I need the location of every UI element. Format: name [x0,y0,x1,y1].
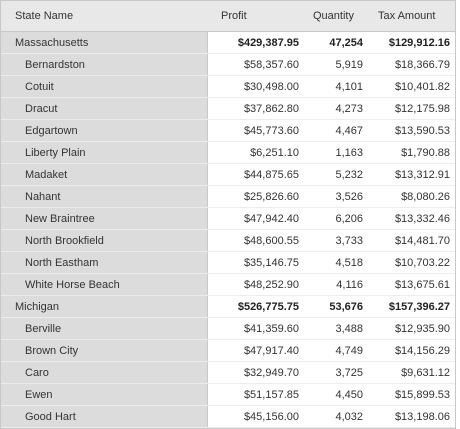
state-name-cell: Dracut [1,98,208,119]
data-row: Dracut $37,862.80 4,273 $12,175.98 [1,98,455,120]
data-row: Ewen $51,157.85 4,450 $15,899.53 [1,384,455,406]
tax-amount-cell: $14,481.70 [394,234,450,247]
profit-cell: $429,387.95 [237,36,299,49]
tax-amount-cell: $13,590.53 [394,124,450,137]
state-name-cell: Massachusetts [1,32,208,53]
group-row: Massachusetts $429,387.95 47,254 $129,912.1… [1,32,455,54]
quantity-cell: 4,101 [335,80,363,93]
header-row: State Name Profit Quantity Tax Amount [1,1,455,32]
quantity-cell: 3,488 [335,322,363,335]
state-name-cell: Berville [1,318,208,339]
tax-amount-cell: $15,899.53 [394,388,450,401]
profit-cell: $47,942.40 [243,212,299,225]
state-name-cell: North Brookfield [1,230,208,251]
profit-cell: $6,251.10 [250,146,299,159]
profit-cell: $48,600.55 [243,234,299,247]
tax-amount-cell: $12,175.98 [394,102,450,115]
data-row: Brown City $47,917.40 4,749 $14,156.29 [1,340,455,362]
tax-amount-cell: $10,703.22 [394,256,450,269]
tax-amount-cell: $8,080.26 [401,190,450,203]
profit-cell: $51,157.85 [243,388,299,401]
group-row: Michigan $526,775.75 53,676 $157,396.27 [1,296,455,318]
profit-cell: $25,826.60 [243,190,299,203]
quantity-cell: 3,725 [335,366,363,379]
tax-amount-cell: $129,912.16 [388,36,450,49]
tax-amount-cell: $13,312.91 [394,168,450,181]
profit-cell: $45,156.00 [243,410,299,423]
state-name-cell: Good Hart [1,406,208,427]
tax-amount-cell: $13,332.46 [394,212,450,225]
quantity-cell: 4,518 [335,256,363,269]
state-name-cell: New Braintree [1,208,208,229]
state-name-cell: Bernardston [1,54,208,75]
profit-cell: $41,359.60 [243,322,299,335]
quantity-cell: 4,116 [336,278,363,291]
state-name-cell: North Eastham [1,252,208,273]
data-row: North Brookfield $48,600.55 3,733 $14,481.7… [1,230,455,252]
data-row: Nahant $25,826.60 3,526 $8,080.26 [1,186,455,208]
data-row: Bernardston $58,357.60 5,919 $18,366.79 [1,54,455,76]
tax-amount-cell: $12,935.90 [394,322,450,335]
tax-amount-cell: $157,396.27 [388,300,450,313]
state-name-cell: Michigan [1,296,208,317]
data-row: Berville $41,359.60 3,488 $12,935.90 [1,318,455,340]
state-name-cell: White Horse Beach [1,274,208,295]
state-name-cell: Cotuit [1,76,208,97]
quantity-cell: 3,733 [335,234,363,247]
profit-cell: $45,773.60 [243,124,299,137]
state-name-cell: Edgartown [1,120,208,141]
data-row: Good Hart $45,156.00 4,032 $13,198.06 [1,406,455,428]
state-name-cell: Madaket [1,164,208,185]
profit-cell: $44,875.65 [243,168,299,181]
quantity-cell: 47,254 [329,36,363,49]
profit-header[interactable]: Profit [221,10,247,22]
quantity-cell: 4,273 [335,102,363,115]
quantity-cell: 3,526 [335,190,363,203]
data-row: Caro $32,949.70 3,725 $9,631.12 [1,362,455,384]
tax-amount-header[interactable]: Tax Amount [378,10,436,22]
state-name-cell: Nahant [1,186,208,207]
data-row: Edgartown $45,773.60 4,467 $13,590.53 [1,120,455,142]
data-row: Cotuit $30,498.00 4,101 $10,401.82 [1,76,455,98]
tax-amount-cell: $9,631.12 [401,366,450,379]
profit-cell: $526,775.75 [237,300,299,313]
quantity-cell: 4,467 [335,124,363,137]
state-name-cell: Caro [1,362,208,383]
data-row: Liberty Plain $6,251.10 1,163 $1,790.88 [1,142,455,164]
quantity-cell: 1,163 [335,146,363,159]
quantity-cell: 4,450 [335,388,363,401]
state-name-cell: Liberty Plain [1,142,208,163]
state-name-cell: Ewen [1,384,208,405]
profit-cell: $47,917.40 [243,344,299,357]
quantity-header[interactable]: Quantity [313,10,354,22]
profit-cell: $32,949.70 [243,366,299,379]
profit-cell: $48,252.90 [243,278,299,291]
quantity-cell: 53,676 [329,300,363,313]
tax-amount-cell: $13,675.61 [394,278,450,291]
data-row: North Eastham $35,146.75 4,518 $10,703.22 [1,252,455,274]
profit-cell: $37,862.80 [243,102,299,115]
quantity-cell: 5,919 [335,58,363,71]
tax-amount-cell: $18,366.79 [394,58,450,71]
tax-amount-cell: $10,401.82 [394,80,450,93]
quantity-cell: 4,749 [335,344,363,357]
tax-amount-cell: $1,790.88 [401,146,450,159]
quantity-cell: 6,206 [335,212,363,225]
tax-amount-cell: $14,156.29 [394,344,450,357]
profit-cell: $35,146.75 [243,256,299,269]
state-name-cell: Brown City [1,340,208,361]
profit-cell: $30,498.00 [243,80,299,93]
data-row: Madaket $44,875.65 5,232 $13,312.91 [1,164,455,186]
state-name-header[interactable]: State Name [15,10,74,22]
tax-amount-cell: $13,198.06 [394,410,450,423]
quantity-cell: 4,032 [335,410,363,423]
data-row: White Horse Beach $48,252.90 4,116 $13,675.… [1,274,455,296]
quantity-cell: 5,232 [335,168,363,181]
profit-cell: $58,357.60 [243,58,299,71]
data-row: New Braintree $47,942.40 6,206 $13,332.46 [1,208,455,230]
